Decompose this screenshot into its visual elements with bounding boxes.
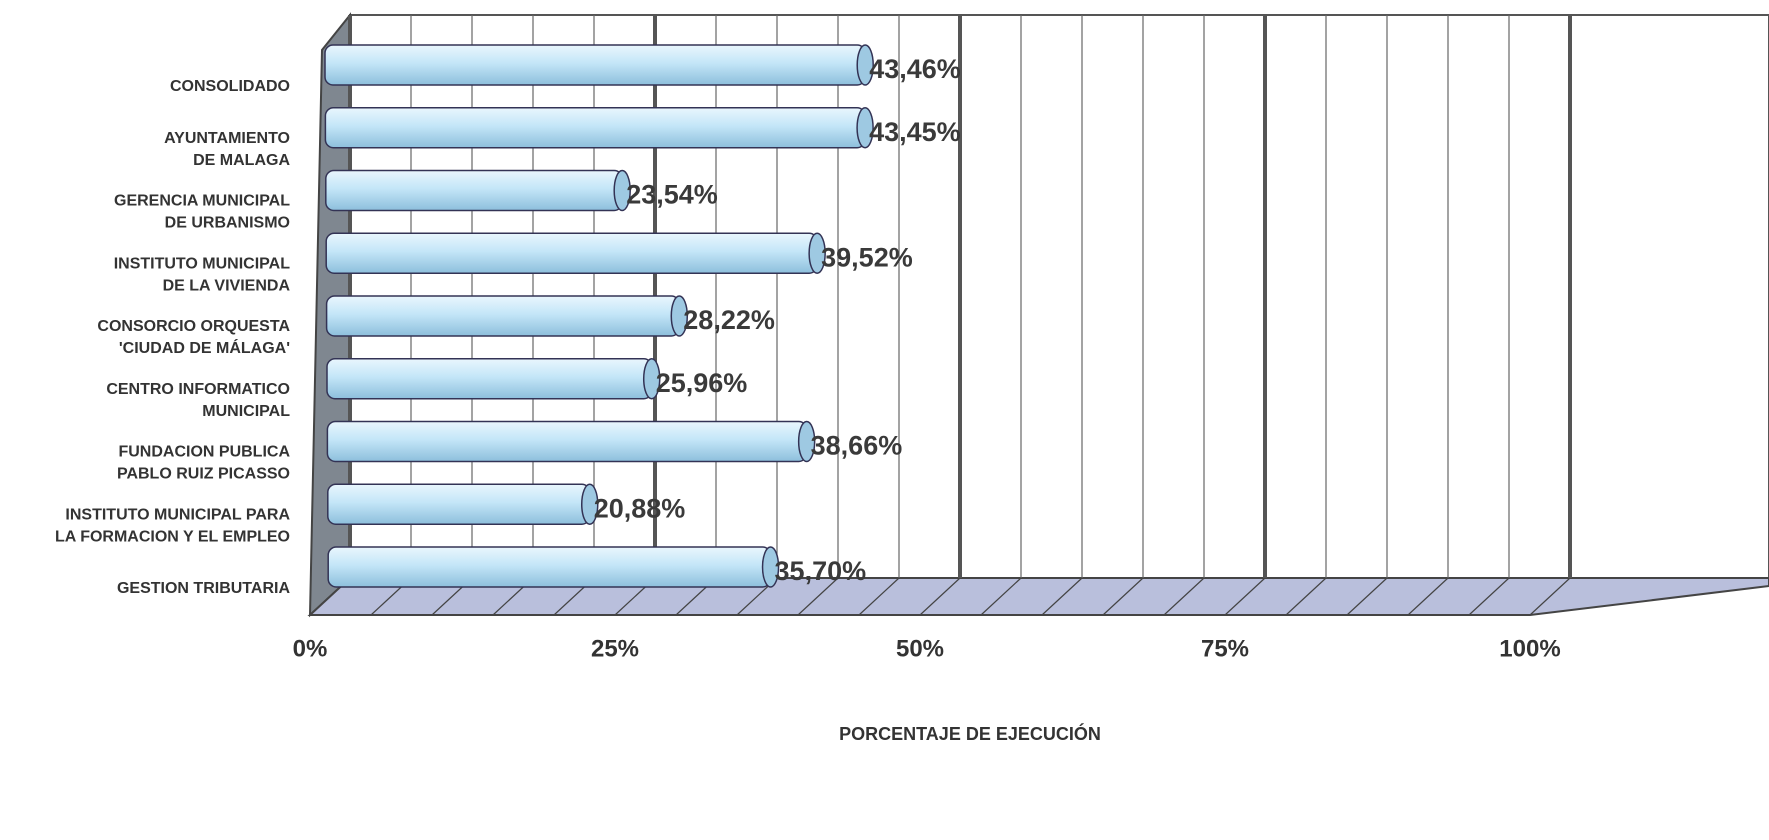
value-label: 39,52% [821, 242, 913, 272]
x-tick-label: 25% [591, 635, 639, 662]
bar-cap [670, 295, 689, 337]
floor-grid-line [980, 577, 1022, 616]
bar [327, 483, 599, 525]
y-tick-label: GESTION TRIBUTARIA [117, 580, 290, 597]
floor-grid-line [1163, 577, 1205, 616]
bar-body [324, 107, 866, 149]
bar [325, 169, 631, 212]
bar-body [326, 420, 808, 463]
bar-cap [761, 546, 780, 588]
bar-body [327, 546, 772, 588]
floor-grid-line [1224, 577, 1266, 616]
floor-grid-line [1407, 577, 1449, 616]
x-axis-label: PORCENTAJE DE EJECUCIÓN [839, 723, 1101, 744]
value-label: 43,46% [869, 54, 961, 84]
bar-body [324, 44, 866, 86]
y-tick-label: CONSOLIDADO [170, 78, 290, 95]
bar [326, 420, 816, 463]
y-tick-label: INSTITUTO MUNICIPAL PARA LA FORMACION Y E… [55, 506, 290, 545]
value-label: 20,88% [594, 493, 686, 523]
bar [326, 358, 661, 400]
x-tick-label: 0% [293, 635, 328, 662]
bar [325, 232, 826, 274]
floor-grid-line [797, 577, 839, 616]
floor-grid-line [1285, 577, 1327, 616]
bar-cap [613, 169, 631, 212]
bar-cap [808, 232, 826, 274]
y-tick-label: FUNDACION PUBLICA PABLO RUIZ PICASSO [117, 444, 290, 483]
floor-grid-line [858, 577, 900, 616]
value-label: 43,45% [869, 117, 961, 147]
bar [327, 546, 780, 588]
bar-cap [856, 107, 874, 149]
floor-grid-line [1529, 577, 1571, 616]
y-tick-label: INSTITUTO MUNICIPAL DE LA VIVIENDA [114, 255, 291, 294]
bar [325, 295, 689, 337]
floor-grid-line [1346, 577, 1388, 616]
bar-body [325, 295, 681, 337]
bar-body [325, 169, 623, 212]
floor-grid-line [1041, 577, 1083, 616]
bar [324, 44, 874, 86]
floor-grid-line [919, 577, 961, 616]
bar-body [326, 358, 653, 400]
bar-body [327, 483, 591, 525]
value-label: 38,66% [811, 431, 903, 461]
bar-body [325, 232, 818, 274]
bar-cap [797, 420, 816, 463]
value-label: 28,22% [683, 305, 775, 335]
x-tick-label: 50% [896, 635, 944, 662]
value-label: 35,70% [775, 556, 867, 586]
floor-grid-line [1102, 577, 1144, 616]
bar-cap [580, 483, 599, 525]
bar [324, 107, 874, 149]
bar-cap [856, 44, 874, 86]
bar-cap [642, 358, 661, 400]
x-tick-label: 75% [1201, 635, 1249, 662]
value-label: 25,96% [656, 368, 748, 398]
y-tick-label: AYUNTAMIENTO DE MALAGA [164, 130, 290, 169]
value-label: 23,54% [626, 180, 718, 210]
floor-grid-line [1468, 577, 1510, 616]
y-tick-label: CONSORCIO ORQUESTA 'CIUDAD DE MÁLAGA' [97, 318, 290, 357]
y-tick-label: GERENCIA MUNICIPAL DE URBANISMO [114, 193, 290, 232]
x-tick-label: 100% [1499, 635, 1560, 662]
y-tick-label: CENTRO INFORMATICO MUNICIPAL [106, 381, 290, 420]
